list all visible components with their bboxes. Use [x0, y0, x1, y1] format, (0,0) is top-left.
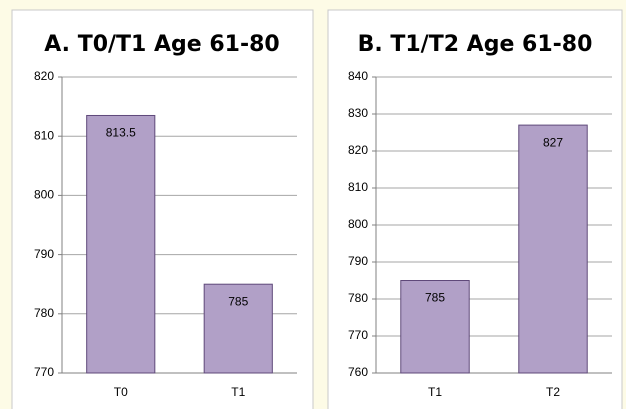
- y-tick-label: 800: [34, 188, 54, 202]
- bar: [86, 114, 156, 374]
- x-tick-label: T1: [428, 385, 442, 399]
- bar: [400, 280, 470, 374]
- y-tick-label: 760: [348, 365, 368, 379]
- y-tick-label: 790: [348, 254, 368, 268]
- y-tick-label: 780: [348, 291, 368, 305]
- bar: [203, 283, 273, 374]
- y-tick-label: 770: [34, 365, 54, 379]
- chart-title: A. T0/T1 Age 61-80: [44, 32, 280, 57]
- y-tick-label: 830: [348, 106, 368, 120]
- y-tick-label: 840: [348, 69, 368, 83]
- y-tick-label: 820: [34, 69, 54, 83]
- y-tick-label: 820: [348, 143, 368, 157]
- y-tick-label: 800: [348, 217, 368, 231]
- y-tick-label: 810: [34, 128, 54, 142]
- y-tick-label: 790: [34, 247, 54, 261]
- x-tick-label: T0: [114, 385, 128, 399]
- y-tick-label: 810: [348, 180, 368, 194]
- x-tick-label: T2: [546, 385, 560, 399]
- x-tick-label: T1: [231, 385, 245, 399]
- data-label: 827: [543, 135, 563, 149]
- data-label: 813.5: [106, 126, 136, 140]
- bar: [518, 124, 588, 374]
- data-label: 785: [425, 291, 445, 305]
- chart-title: B. T1/T2 Age 61-80: [358, 32, 593, 57]
- y-tick-label: 770: [348, 328, 368, 342]
- data-label: 785: [228, 294, 248, 308]
- y-tick-label: 780: [34, 306, 54, 320]
